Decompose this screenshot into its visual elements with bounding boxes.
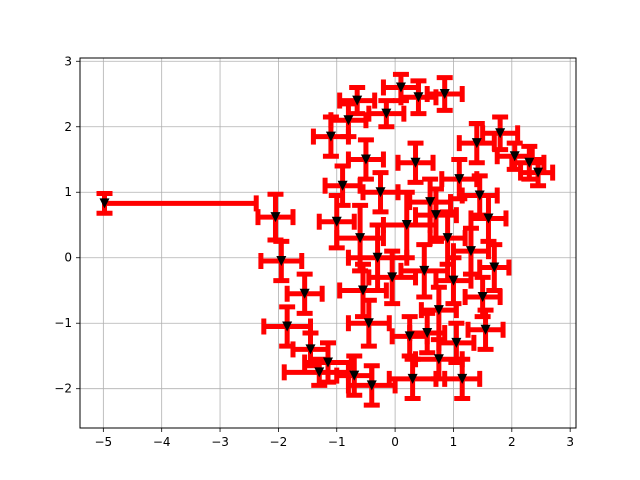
x-tick-label: −2 (270, 435, 288, 449)
data-point (480, 324, 491, 335)
data-point (387, 272, 398, 283)
data-point (99, 198, 110, 209)
data-point (471, 138, 482, 149)
data-point (282, 321, 293, 332)
x-tick-label: 0 (391, 435, 399, 449)
x-tick-label: −4 (153, 435, 171, 449)
data-point (430, 210, 441, 221)
data-point (489, 262, 500, 273)
x-tick-label: −3 (211, 435, 229, 449)
data-point (433, 354, 444, 365)
y-tick-label: 0 (64, 251, 72, 265)
y-tick-label: 2 (64, 120, 72, 134)
data-point (363, 318, 374, 329)
x-tick-label: −5 (94, 435, 112, 449)
data-point (457, 373, 468, 384)
data-point (533, 167, 544, 178)
data-point (433, 305, 444, 316)
data-point (349, 370, 360, 381)
data-point (360, 154, 371, 165)
data-point (270, 212, 281, 223)
data-point (381, 108, 392, 119)
data-point (343, 115, 354, 126)
markers (99, 82, 544, 391)
data-point (448, 275, 459, 286)
y-tick-label: −2 (54, 382, 72, 396)
data-point (442, 233, 453, 244)
data-point (425, 197, 436, 208)
data-point (465, 246, 476, 257)
data-point (495, 128, 506, 139)
data-point (331, 216, 342, 227)
y-tick-label: 1 (64, 185, 72, 199)
data-point (323, 357, 333, 368)
data-point (375, 187, 386, 198)
x-tick-label: 2 (508, 435, 516, 449)
data-point (276, 256, 287, 267)
data-point (404, 331, 415, 342)
y-tick-label: −1 (54, 316, 72, 330)
data-point (372, 252, 383, 263)
data-point (401, 219, 412, 230)
data-point (355, 233, 366, 244)
data-point (413, 92, 424, 103)
axis-ticks: −5 −4 −3 −2 −1 0 1 2 3 −2 −1 0 1 2 3 (54, 54, 574, 449)
plot-frame (79, 57, 577, 429)
data-point (454, 174, 465, 185)
data-point (366, 380, 377, 391)
data-point (314, 367, 325, 378)
data-point (477, 292, 488, 303)
data-point (325, 131, 336, 142)
data-point (358, 285, 369, 296)
data-point (410, 157, 421, 168)
data-point (483, 213, 494, 224)
data-point (451, 337, 462, 348)
data-point (305, 344, 316, 355)
data-point (474, 190, 485, 201)
data-point (509, 151, 520, 162)
data-point (419, 265, 430, 276)
x-tick-label: 3 (566, 435, 574, 449)
data-point (439, 89, 450, 100)
data-point (422, 328, 433, 339)
data-point (407, 373, 418, 384)
y-tick-label: 3 (64, 54, 72, 68)
data-point (299, 288, 310, 299)
data-point (352, 95, 363, 106)
data-point (337, 180, 348, 191)
x-tick-label: −1 (328, 435, 346, 449)
data-point (395, 82, 406, 93)
data-point (524, 157, 535, 168)
x-tick-label: 1 (450, 435, 458, 449)
